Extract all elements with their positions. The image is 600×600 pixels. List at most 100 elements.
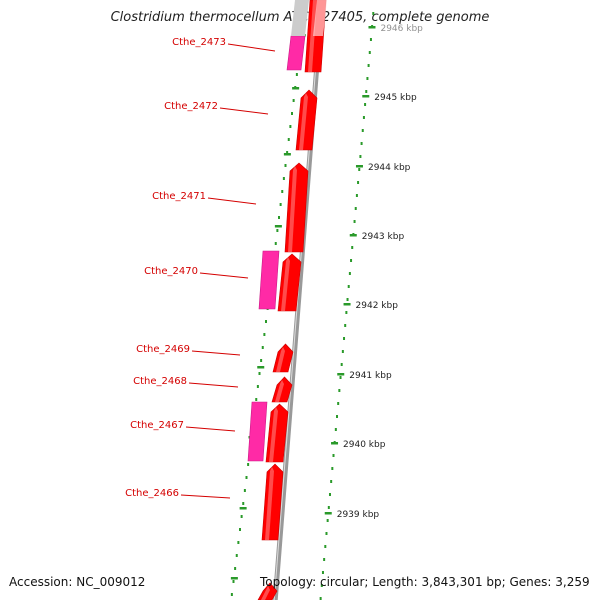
outer-dot [330,480,333,483]
gene-label: Cthe_2471 [152,191,206,202]
gene-label: Cthe_2472 [164,101,218,112]
cds-arrow-highlight [265,467,274,540]
gene-label: Cthe_2469 [136,344,190,355]
inner-dash [274,225,282,228]
kbp-label: 2946 kbp [380,24,423,34]
inner-dot [232,580,235,583]
inner-dot [286,151,289,154]
outer-dash [343,303,351,306]
inner-dot [242,502,245,505]
gene-leader-line [191,350,241,356]
feature-layer [247,0,327,600]
outer-dot [326,519,329,522]
faded-block [291,0,309,36]
outer-dot [360,142,363,145]
inner-dot [263,333,266,336]
gene-label: Cthe_2470 [144,266,198,277]
gene-leader-line [188,382,239,388]
outer-dot [347,285,350,288]
outer-dot [357,181,360,184]
cds-arrow-highlight [308,0,317,72]
outer-dash [331,442,339,445]
outer-dot [365,90,368,93]
inner-dot [258,372,261,375]
gene-leader-line [227,43,276,52]
cds-alt-block [286,35,306,71]
inner-dot [239,528,241,531]
cds-arrow-highlight [288,166,297,252]
inner-dot [282,177,285,180]
outer-dot [354,207,357,210]
outer-dash [355,165,363,168]
outer-dash [368,26,376,29]
outer-dot [339,376,342,379]
faded-block [313,0,327,36]
inner-dot [295,73,298,76]
inner-dash [239,507,247,510]
kbp-label: 2945 kbp [374,93,417,103]
inner-dash [292,87,300,90]
kbp-label: 2939 kbp [337,510,380,520]
outer-dot [344,324,347,327]
kbp-label: 2941 kbp [349,371,392,381]
outer-dot [323,558,326,561]
inner-dot [289,125,292,128]
outer-dot [368,51,371,54]
kbp-label: 2944 kbp [368,163,411,173]
cds-arrow-highlight [275,380,284,402]
cds-arrow-highlight [269,407,278,462]
outer-dot [340,363,343,366]
cds-arrow-highlight [281,257,290,311]
outer-dash [362,95,370,98]
inner-dot [240,515,243,518]
outer-dot [358,168,361,171]
inner-dot [235,554,238,557]
outer-dash [349,234,357,237]
gene-leader-line [199,272,249,279]
inner-dot [243,489,246,492]
inner-dot [256,385,259,388]
inner-dash [283,153,291,156]
inner-dot [276,229,279,232]
inner-dash [257,366,265,369]
inner-dot [287,138,290,141]
inner-dot [230,593,233,596]
outer-dot [351,246,354,249]
gene-label: Cthe_2467 [130,420,184,431]
outer-dot [364,103,367,106]
outer-dot [336,415,339,418]
outer-dot [325,532,328,535]
kbp-label: 2942 kbp [356,301,399,311]
outer-dot [369,38,372,41]
outer-dot [320,584,323,587]
kbp-label: 2943 kbp [362,232,405,242]
outer-dot [319,597,322,600]
topology-label: Topology: circular; Length: 3,843,301 bp… [260,575,590,589]
outer-dot [343,337,346,340]
outer-dot [327,506,330,509]
outer-dot [345,311,348,314]
outer-dash [324,512,332,515]
inner-dash [230,577,238,580]
inner-dot [274,242,277,245]
outer-dot [372,12,375,15]
outer-dot [321,571,324,574]
outer-dot [331,467,334,470]
outer-dot [324,545,327,548]
inner-dot [255,398,258,401]
outer-dash [337,373,345,376]
gene-label: Cthe_2473 [172,37,226,48]
outer-dot [353,220,356,223]
cds-arrow-highlight [261,586,270,600]
outer-dot [346,298,349,301]
inner-dot [237,541,240,544]
inner-dot [291,112,293,115]
gene-leader-line [207,197,257,205]
outer-dot [348,272,351,275]
inner-dot [284,164,287,167]
outer-dot [332,454,335,457]
inner-dot [265,320,267,323]
outer-dot [337,402,340,405]
